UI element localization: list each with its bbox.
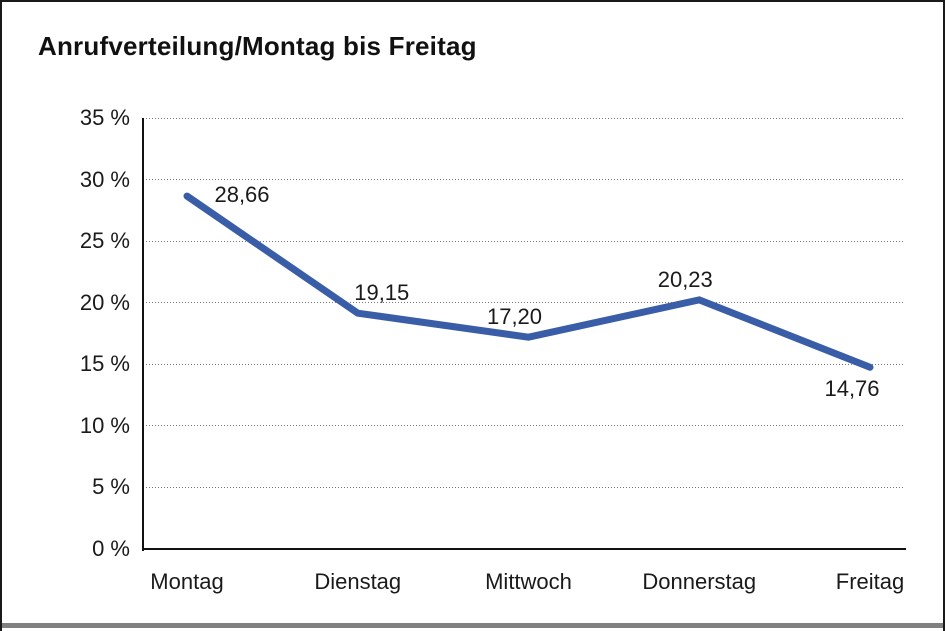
value-label-mittwoch: 17,20 <box>486 304 543 330</box>
y-axis-label: 0 % <box>92 536 130 561</box>
series-polyline <box>183 192 874 371</box>
x-axis-label-mittwoch: Mittwoch <box>485 569 572 594</box>
y-axis-label: 30 % <box>79 166 130 192</box>
value-label-montag: 28,66 <box>214 182 270 208</box>
x-axis-line <box>142 548 906 550</box>
gridline-25pct <box>143 240 905 242</box>
gridline-30pct <box>143 179 905 181</box>
y-axis-line <box>142 118 144 551</box>
value-label-dienstag: 19,15 <box>354 280 410 306</box>
frame-bottom-shadow <box>2 623 943 628</box>
y-axis-label: 15 % <box>79 351 130 377</box>
gridline-5pct <box>143 486 905 488</box>
value-label-freitag: 14,76 <box>824 376 880 402</box>
gridline-20pct <box>143 302 905 304</box>
value-label-donnerstag: 20,23 <box>657 266 713 292</box>
x-axis-label-donnerstag: Donnerstag <box>642 569 757 594</box>
chart-title: Anrufverteilung/Montag bis Freitag <box>38 31 477 61</box>
gridline-10pct <box>143 425 905 427</box>
gridline-15pct <box>143 363 905 365</box>
x-axis-label-freitag: Freitag <box>835 569 905 594</box>
y-axis-label: 35 % <box>79 105 130 130</box>
x-axis-label-dienstag: Dienstag <box>314 569 402 594</box>
y-axis-label: 20 % <box>79 289 130 315</box>
x-axis-label-montag: Montag <box>150 569 224 594</box>
y-axis-label: 10 % <box>79 412 130 438</box>
line-series <box>183 192 874 371</box>
gridline-35pct <box>143 117 905 119</box>
y-axis-label: 25 % <box>79 228 130 254</box>
y-axis-label: 5 % <box>92 474 130 500</box>
